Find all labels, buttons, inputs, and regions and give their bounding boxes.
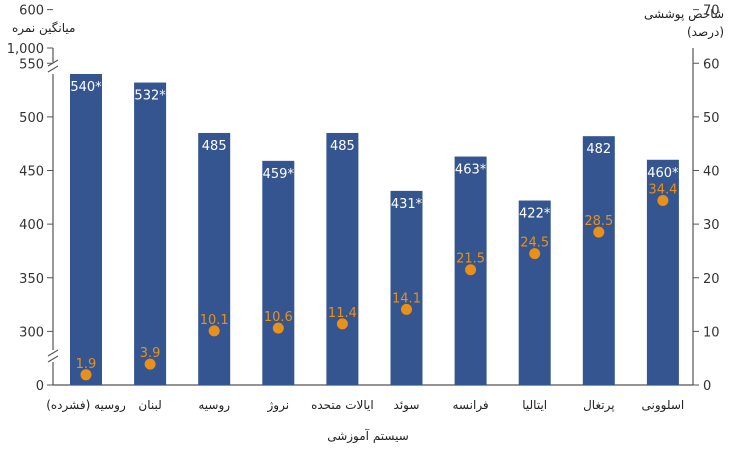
right-tick-label: 10 (703, 325, 720, 340)
bar (390, 190, 423, 385)
coverage-value-label: 1.9 (76, 357, 97, 372)
bars: 540* 532* 485 459* 485 431* 463* 422* 482 460* (70, 73, 679, 386)
category-label: ایتالیا (522, 398, 547, 412)
right-tick-label: 30 (703, 218, 720, 233)
coverage-point (144, 358, 156, 370)
bar (134, 82, 167, 386)
category-label: فرانسه (453, 398, 489, 413)
bar (518, 200, 551, 385)
left-tick-label: 350 (19, 272, 44, 287)
coverage-point (80, 369, 92, 381)
left-tick-label: 400 (19, 218, 44, 233)
coverage-point (336, 318, 348, 330)
bar-value-label: 482 (586, 142, 611, 157)
right-axis-unit: (درصد) (687, 25, 724, 40)
right-tick-label: 60 (703, 57, 720, 72)
left-tick-label: 600 (19, 4, 44, 19)
right-tick-label: 0 (703, 379, 711, 394)
category-label: سوئد (394, 398, 420, 413)
left-tick-label: 300 (19, 325, 44, 340)
right-tick-label: 40 (703, 165, 720, 180)
bar-value-label: 485 (330, 139, 355, 154)
coverage-value-label: 3.9 (140, 346, 161, 361)
coverage-point (401, 303, 412, 315)
right-tick-label: 20 (703, 272, 720, 287)
category-label: روسیه (198, 398, 230, 413)
bar-value-label: 463* (455, 163, 487, 178)
coverage-value-label: 21.5 (456, 252, 485, 267)
bar (198, 132, 231, 385)
coverage-point (593, 226, 605, 238)
category-label: لبنان (138, 398, 161, 412)
bar-value-label: 431* (391, 197, 423, 212)
category-label: نروژ (267, 398, 290, 413)
coverage-point (657, 195, 669, 207)
coverage-value-label: 14.1 (392, 291, 421, 306)
coverage-value-label: 34.4 (648, 183, 677, 198)
coverage-value-label: 11.4 (328, 306, 357, 321)
right-axis: 01020304050607080 (53, 4, 720, 394)
category-label: ایالات متحده (311, 398, 374, 412)
left-tick-label: 500 (19, 111, 44, 126)
x-axis-title: سیستم آموزشی (327, 428, 409, 444)
coverage-point (465, 264, 477, 276)
coverage-point (208, 325, 220, 337)
bar (262, 160, 295, 385)
left-tick-label: 450 (19, 165, 44, 180)
left-axis-break-bottom (47, 349, 59, 363)
bar (70, 73, 102, 385)
coverage-points: 1.9 3.9 10.1 10.6 11.4 14.1 21.5 24.5 28.5 34.4 (76, 183, 677, 381)
bar-value-label: 422* (519, 207, 551, 222)
coverage-value-label: 10.1 (200, 313, 229, 328)
left-tick-label: 550 (19, 57, 44, 72)
left-tick-label: 0 (36, 379, 44, 394)
category-labels: روسیه (فشرده) لبنان روسیه نروژ ایالات متحده س… (46, 398, 684, 413)
left-tick-label: 1,000 (7, 42, 44, 57)
left-axis-title: میانگین نمره (12, 21, 75, 36)
bar-value-label: 540* (70, 80, 102, 95)
bar-value-label: 485 (202, 139, 227, 154)
coverage-value-label: 28.5 (584, 214, 613, 229)
bar (326, 132, 359, 385)
bar-value-label: 460* (647, 166, 679, 181)
bar-value-label: 532* (134, 89, 166, 104)
category-label: روسیه (فشرده) (46, 398, 126, 413)
left-axis: 0 300 350 400 450 500 550 600 1,000 (7, 4, 59, 394)
right-tick-label: 70 (703, 4, 720, 19)
category-label: پرتغال (583, 398, 614, 413)
bar-value-label: 459* (263, 167, 295, 182)
coverage-point (529, 248, 541, 260)
bar (582, 136, 615, 385)
coverage-value-label: 10.6 (264, 310, 293, 325)
right-tick-label: 50 (703, 111, 720, 126)
category-label: اسلوونی (642, 398, 685, 413)
right-axis-title: شاخص پوششی (644, 7, 724, 22)
coverage-value-label: 24.5 (520, 236, 549, 251)
coverage-point (272, 322, 284, 334)
